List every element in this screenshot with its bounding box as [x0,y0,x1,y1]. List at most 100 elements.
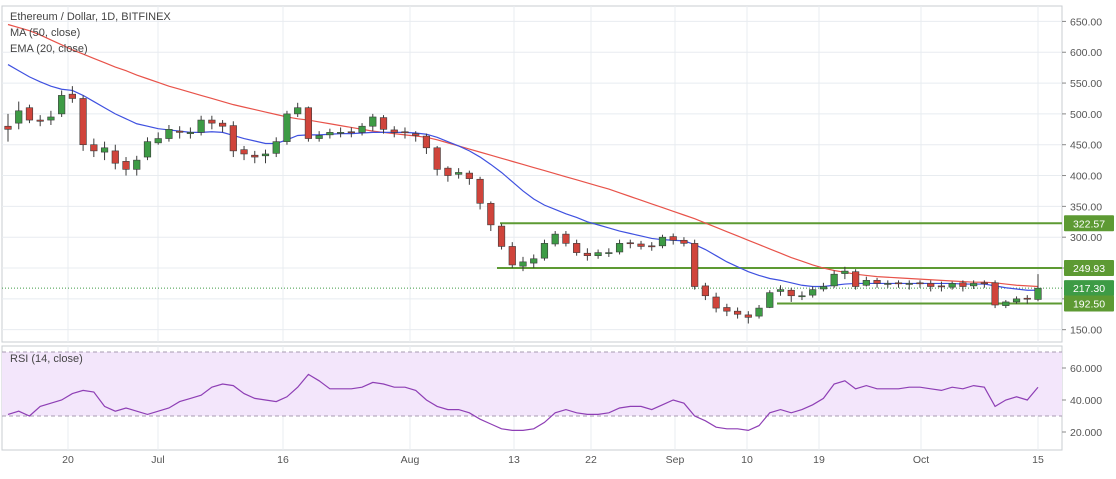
rsi-band [2,352,1062,416]
candle-body-down [390,129,398,133]
candle-body-down [111,150,119,164]
candle [218,120,227,133]
candle-body-down [787,289,795,297]
candle [991,280,999,309]
candle [358,123,366,136]
candle-body-up [594,252,602,256]
candle [680,237,688,247]
candle [100,141,109,161]
candle [47,110,55,125]
candle [970,280,978,289]
candle-body-down [497,225,506,247]
candle-body-up [819,286,828,290]
candle-body-up [948,283,956,288]
candle-body-down [852,271,860,287]
candle [733,307,742,319]
candle-body-up [154,138,162,144]
candle-body-down [176,130,184,133]
candle-body-up [540,243,549,259]
candle [648,242,656,251]
candle [937,281,946,292]
candle-body-down [1023,297,1031,300]
candle [551,231,559,247]
x-tick-label: 19 [813,454,825,466]
candle-body-up [272,141,280,154]
candle [658,234,667,249]
candle [980,280,988,288]
candle [766,290,774,309]
candle [326,128,334,139]
candle-body-up [766,292,774,308]
candle [25,104,34,124]
candle-body-up [455,172,463,175]
candle-body-down [251,154,259,158]
candle-body-up [530,258,538,264]
candle-body-up [658,236,667,247]
chart-title: Ethereum / Dollar, 1D, BITFINEX [10,11,171,23]
candle [562,231,570,247]
candle [798,291,806,301]
candle-body-down [401,131,409,134]
candle [261,149,270,164]
candle [927,280,935,292]
candle [712,292,720,313]
candle-body-down [744,314,752,318]
candle [294,102,302,117]
candle [873,277,881,288]
x-tick-label: 22 [585,454,597,466]
candle [540,239,549,261]
rsi-tick-label: 20.000 [1070,427,1102,439]
candle-body-down [412,133,420,136]
candle-body-down [712,296,720,309]
candle-body-up [143,141,152,158]
rsi-legend-box: RSI (14, close) [10,351,83,367]
candle-body-down [68,93,76,99]
candle-body-up [261,153,270,157]
candle-body-down [637,243,645,247]
candle-body-down [648,245,656,248]
candle [776,285,785,296]
candle [1002,300,1010,309]
level-label: 217.30 [1073,283,1105,295]
candle [401,127,409,139]
candle [819,282,828,292]
candle-body-up [830,273,838,287]
candle-body-up [776,289,785,292]
x-tick-label: 13 [508,454,520,466]
candle [830,270,838,288]
candle [615,239,624,255]
candle-body-down [229,125,237,152]
candle [669,233,677,245]
candle [165,124,173,142]
candle-body-up [519,261,527,267]
candle [519,256,527,272]
candle-body-down [980,282,988,285]
candle-body-down [444,167,452,176]
candle-body-up [862,280,870,286]
candle-body-up [970,283,978,287]
candle-body-up [100,147,109,153]
candle [133,155,141,176]
candle-body-down [723,307,731,312]
level-label: 322.57 [1073,218,1105,230]
candle [476,176,484,210]
candle-body-down [487,202,495,226]
candle [701,282,709,301]
candle [508,242,516,269]
candle-body-down [422,135,431,149]
candle-body-down [583,252,591,256]
candle [744,311,752,324]
candle-body-up [1002,301,1010,306]
candle-body-up [605,252,613,254]
candle-body-up [755,307,763,317]
main-legend: Ethereum / Dollar, 1D, BITFINEX MA (50, … [10,9,171,57]
candle-body-down [90,144,98,152]
candle-body-down [347,131,355,134]
price-tick-label: 500.00 [1070,109,1102,121]
candle-body-up [809,289,817,296]
candle [884,280,892,288]
candle [122,157,130,176]
candle [841,266,849,280]
candle-body-down [927,283,935,287]
candle-body-down [626,242,634,245]
